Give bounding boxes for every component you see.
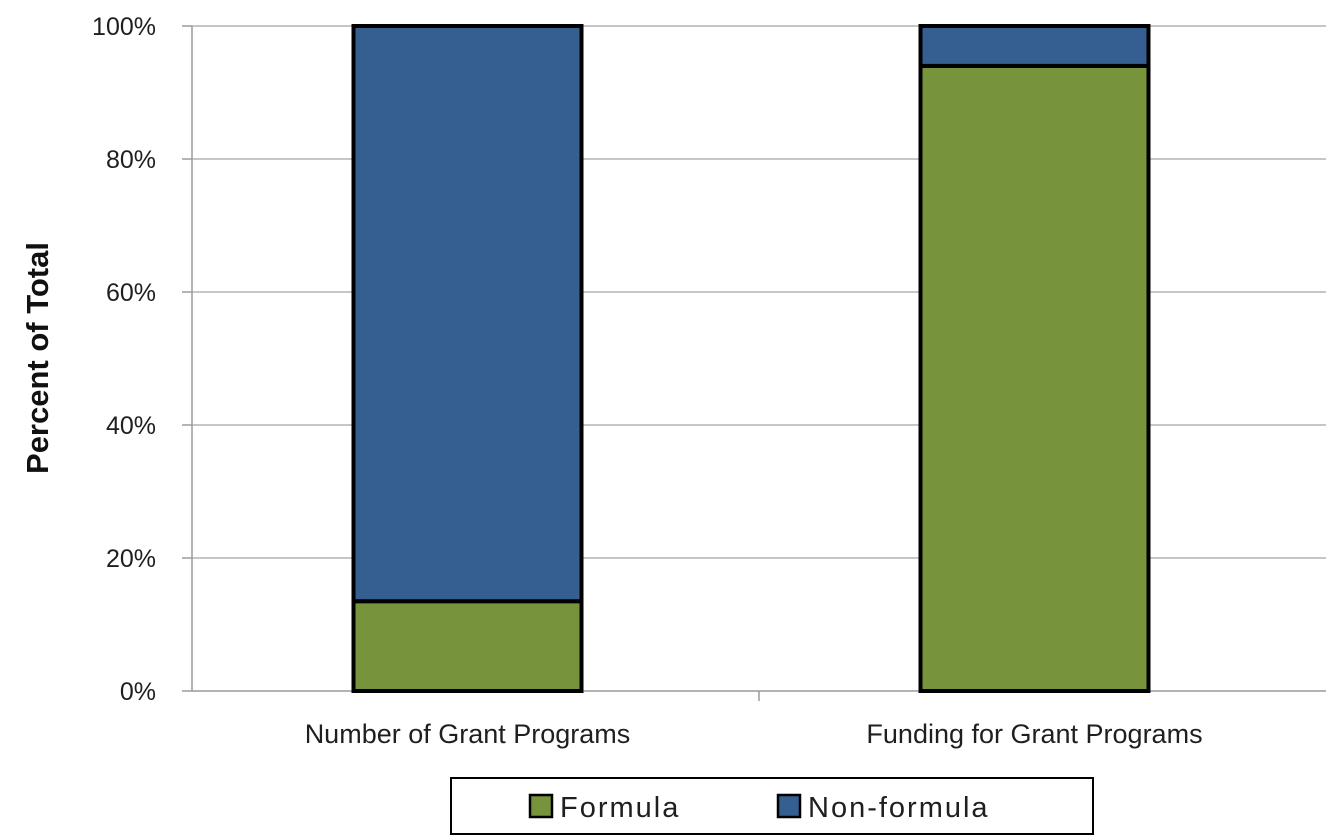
y-tick-label: 0% [120, 678, 156, 706]
y-axis-label: Percent of Total [20, 242, 55, 474]
y-tick-label: 80% [106, 146, 156, 174]
bar-formula-1 [354, 601, 582, 691]
bar-non-formula-1 [354, 26, 582, 601]
legend-label-non-formula: Non-formula [808, 792, 990, 824]
legend-label-formula: Formula [560, 792, 680, 824]
bars [354, 26, 1149, 691]
x-tick-label: Funding for Grant Programs [866, 719, 1202, 749]
legend: Formula Non-formula [451, 778, 1093, 834]
y-tick-label: 20% [106, 545, 156, 573]
x-tick-label: Number of Grant Programs [305, 719, 631, 749]
legend-swatch-non-formula [778, 795, 800, 817]
y-tick-labels: 0% 20% 40% 60% 80% 100% [92, 13, 156, 706]
y-tick-label: 40% [106, 412, 156, 440]
x-tick-labels: Number of Grant Programs Funding for Gran… [305, 719, 1203, 749]
legend-swatch-formula [530, 795, 552, 817]
y-tick-label: 100% [92, 13, 156, 41]
bar-non-formula-2 [921, 26, 1149, 66]
y-tick-label: 60% [106, 279, 156, 307]
bar-formula-2 [921, 66, 1149, 691]
